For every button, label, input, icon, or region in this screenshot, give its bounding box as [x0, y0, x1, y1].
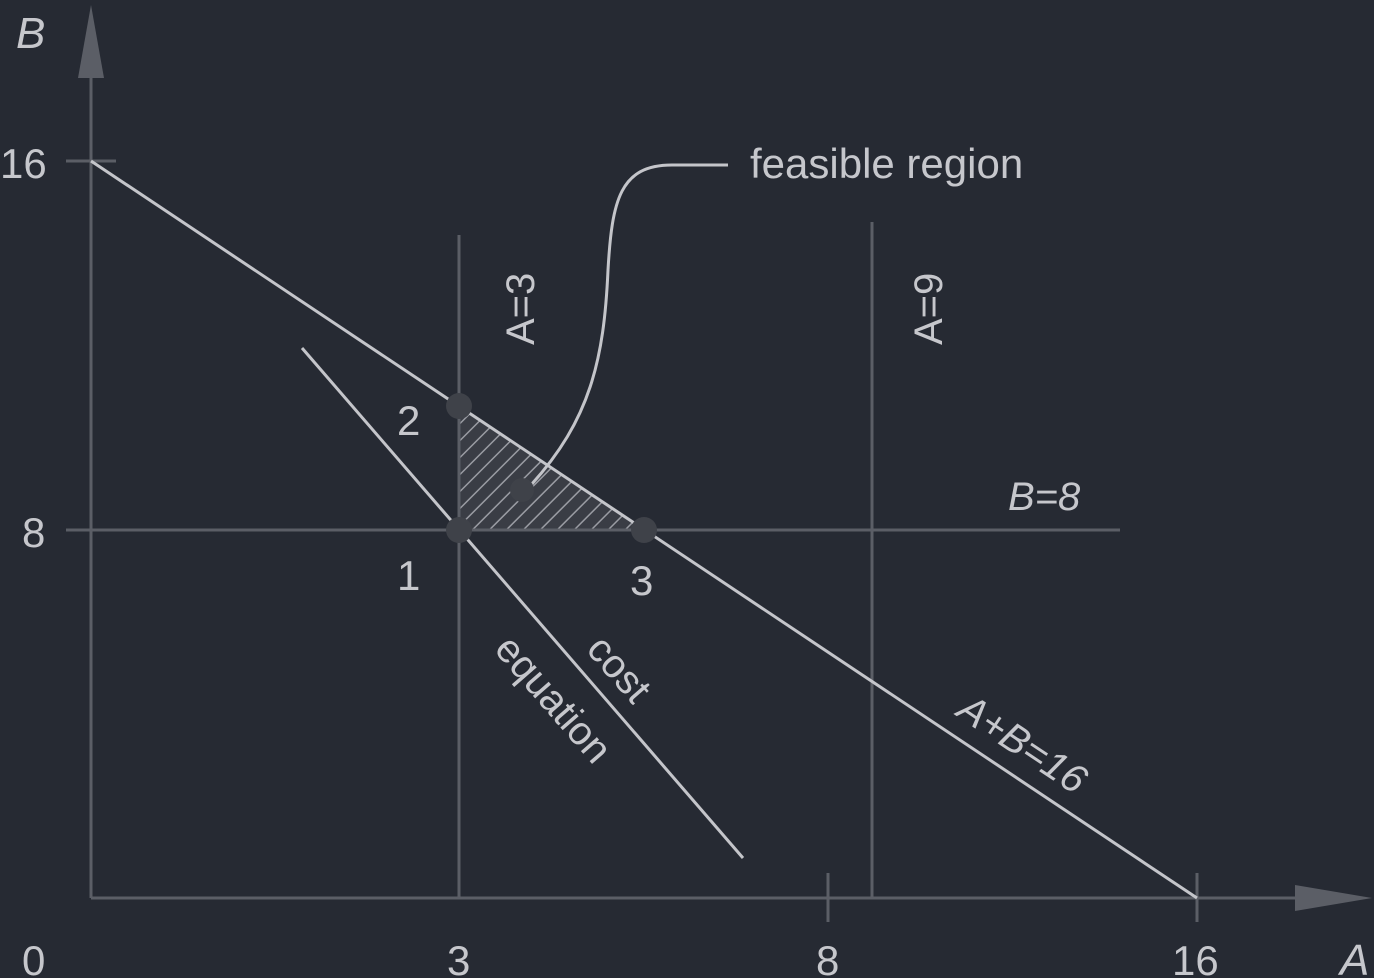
y-tick-label-16: 16	[0, 140, 47, 187]
feasible-region-dot	[510, 478, 534, 502]
label-cost: cost	[578, 627, 659, 711]
feasible-region-leader	[529, 163, 728, 487]
cost-equation-line	[300, 347, 745, 859]
label-a-plus-b-equals-16: A+B=16	[948, 685, 1095, 803]
x-axis-label: A	[1337, 936, 1369, 978]
y-axis-arrowhead	[78, 5, 104, 78]
y-tick-label-8: 8	[22, 509, 45, 556]
label-a-equals-9: A=9	[907, 273, 951, 345]
x-axis-arrowhead	[1295, 885, 1372, 911]
point-label-3: 3	[630, 557, 653, 604]
x-tick-label-16: 16	[1172, 937, 1219, 978]
label-a-equals-3: A=3	[499, 273, 543, 345]
feasible-region-label: feasible region	[750, 140, 1023, 187]
corner-point-2	[446, 393, 472, 419]
corner-point-1	[446, 517, 472, 543]
x-tick-label-3: 3	[447, 937, 470, 978]
origin-label: 0	[22, 937, 45, 978]
x-tick-label-8: 8	[816, 937, 839, 978]
label-b-equals-8: B=8	[1008, 475, 1081, 519]
point-label-2: 2	[397, 397, 420, 444]
corner-point-3	[631, 517, 657, 543]
point-label-1: 1	[397, 552, 420, 599]
y-axis-label: B	[16, 9, 45, 58]
